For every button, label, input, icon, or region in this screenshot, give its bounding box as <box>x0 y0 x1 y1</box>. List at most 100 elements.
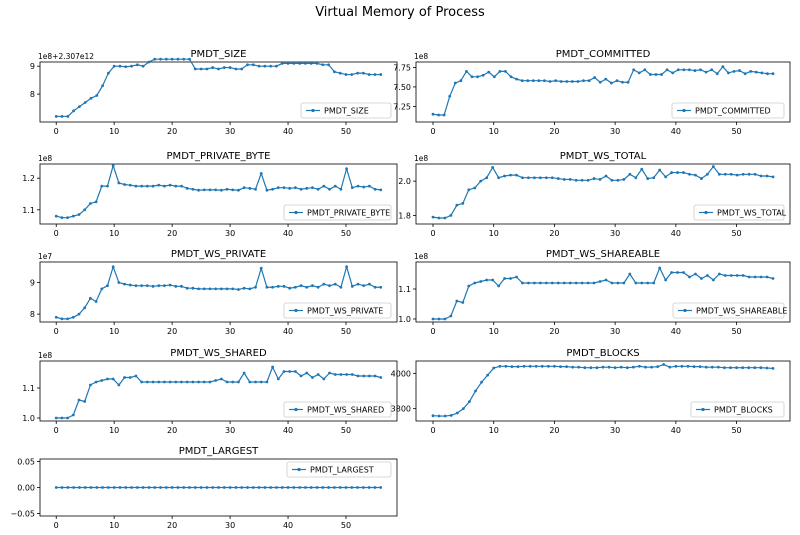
data-point <box>248 287 252 291</box>
data-point <box>269 64 273 68</box>
data-point <box>362 284 366 288</box>
data-point <box>510 365 514 369</box>
data-point <box>257 486 261 489</box>
data-point <box>164 57 168 61</box>
data-point <box>356 486 359 489</box>
data-point <box>248 186 252 190</box>
legend: PMDT_PRIVATE_BYTE <box>283 204 392 221</box>
x-tick-label: 50 <box>731 127 741 136</box>
data-point <box>328 187 331 191</box>
data-point <box>721 65 725 69</box>
legend-label: PMDT_LARGEST <box>310 466 374 475</box>
data-point <box>613 366 617 370</box>
data-point <box>759 174 763 178</box>
data-point <box>443 317 447 321</box>
data-point <box>727 71 730 75</box>
data-point <box>610 281 614 285</box>
data-point <box>658 266 662 270</box>
panel-pmdt-committed: PMDT_COMMITTED 1e8 0 10 20 30 40 50 7.25 7.50 7.75… <box>393 49 791 136</box>
data-point <box>582 79 585 83</box>
data-point <box>448 94 452 98</box>
data-point <box>643 68 647 72</box>
data-point <box>431 317 435 321</box>
data-point <box>373 187 377 191</box>
data-point <box>526 79 530 83</box>
data-point <box>168 183 172 187</box>
data-point <box>88 202 92 205</box>
data-point <box>231 287 235 291</box>
data-point <box>147 60 151 64</box>
data-point <box>664 278 668 282</box>
data-point <box>170 57 174 61</box>
data-point <box>676 68 680 72</box>
data-point <box>286 61 290 65</box>
data-point <box>282 284 286 288</box>
legend: PMDT_WS_SHARED <box>283 401 392 418</box>
data-point <box>717 172 721 176</box>
data-point <box>615 79 619 83</box>
data-point <box>626 80 630 84</box>
data-point <box>634 176 638 180</box>
data-point <box>170 486 174 489</box>
data-point <box>583 366 587 370</box>
data-point <box>449 314 453 318</box>
data-point <box>316 285 320 289</box>
data-point <box>242 371 246 375</box>
data-point <box>723 274 727 277</box>
data-point <box>479 280 483 283</box>
data-point <box>559 365 562 369</box>
data-point <box>299 284 303 288</box>
data-point <box>124 65 128 69</box>
data-point <box>254 285 257 289</box>
data-point <box>54 214 58 218</box>
data-point <box>83 306 87 310</box>
data-point <box>202 380 206 384</box>
data-point <box>327 63 331 67</box>
data-point <box>676 171 679 174</box>
legend-marker <box>682 108 686 113</box>
axis-offset-label: 1e8+2.307e12 <box>38 52 94 61</box>
data-point <box>467 188 471 192</box>
data-point <box>455 411 459 415</box>
panel-title: PMDT_WS_TOTAL <box>560 151 647 162</box>
y-tick-label: 0.05 <box>17 458 35 467</box>
data-point <box>580 281 584 285</box>
data-point <box>288 286 292 290</box>
data-point <box>315 486 319 489</box>
data-point <box>298 61 302 65</box>
x-tick-label: 20 <box>167 426 177 435</box>
data-point <box>694 272 697 276</box>
data-point <box>628 272 632 276</box>
data-point <box>333 70 336 74</box>
x-tick-label: 10 <box>489 327 499 336</box>
panel-title: PMDT_WS_SHARED <box>170 348 267 359</box>
data-point <box>338 486 342 489</box>
data-point <box>771 175 775 179</box>
data-point <box>705 274 709 277</box>
data-point <box>646 281 650 285</box>
data-point <box>373 285 377 289</box>
x-tick-label: 10 <box>489 426 499 435</box>
data-point <box>225 287 229 291</box>
data-point <box>219 377 223 381</box>
data-point <box>516 365 520 369</box>
data-point <box>299 374 303 378</box>
x-tick-label: 50 <box>341 521 351 530</box>
data-point <box>711 278 715 282</box>
data-point <box>176 486 180 489</box>
x-tick-label: 30 <box>225 327 235 336</box>
data-point <box>367 73 371 76</box>
data-point <box>544 281 548 285</box>
data-point <box>497 284 501 288</box>
data-point <box>688 275 691 279</box>
panel-pmdt-size: PMDT_SIZE 1e8+2.307e12 0 10 20 30 40 50 8 9 PMDT_S… <box>30 49 398 136</box>
data-point <box>292 61 296 65</box>
data-point <box>339 285 343 289</box>
data-point <box>145 380 149 384</box>
data-point <box>151 184 155 188</box>
panel-title: PMDT_BLOCKS <box>566 348 639 359</box>
data-point <box>664 175 668 179</box>
data-point <box>634 281 638 285</box>
data-point <box>705 172 709 176</box>
legend-label: PMDT_COMMITTED <box>695 107 771 116</box>
